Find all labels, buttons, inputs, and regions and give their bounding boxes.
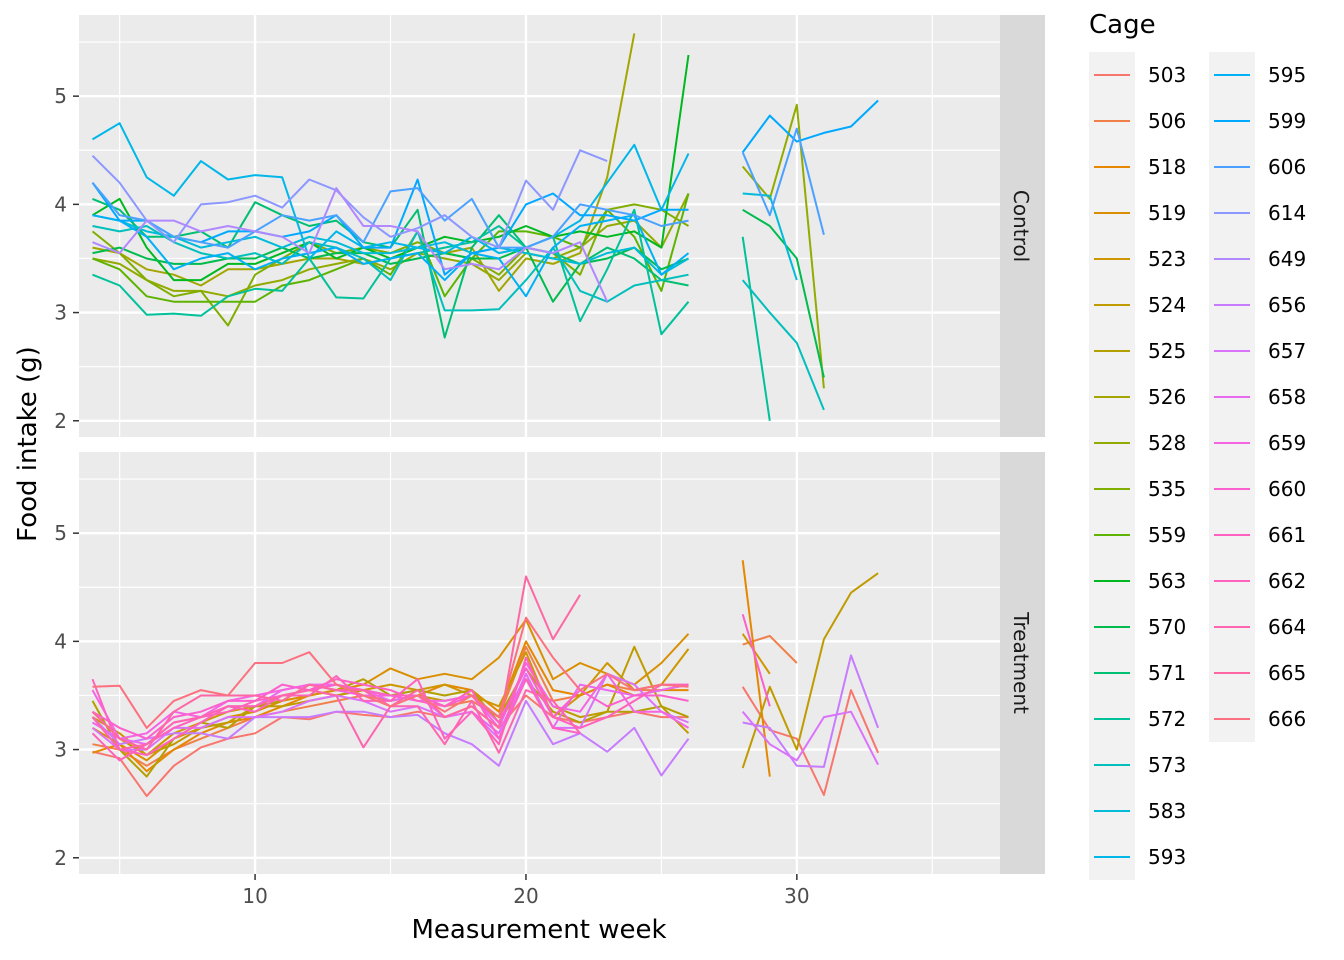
series-line-656 <box>91 699 690 777</box>
y-tick-label: 5 <box>54 521 67 545</box>
legend-label: 524 <box>1148 293 1186 317</box>
panel-background-control <box>79 15 1000 437</box>
facet-label-treatment: Treatment <box>1009 611 1033 714</box>
y-tick-label: 3 <box>54 738 67 762</box>
legend-label: 659 <box>1268 431 1306 455</box>
legend-label: 593 <box>1148 845 1186 869</box>
legend-label: 572 <box>1148 707 1186 731</box>
series-line-570 <box>742 208 825 378</box>
y-tick-label: 2 <box>54 846 67 870</box>
legend-label: 658 <box>1268 385 1306 409</box>
legend-label: 570 <box>1148 615 1186 639</box>
series-line-614 <box>91 149 608 249</box>
series-line-573 <box>92 225 689 312</box>
series-line-649 <box>92 187 609 303</box>
y-tick-label: 3 <box>54 301 67 325</box>
legend-label: 583 <box>1148 799 1186 823</box>
legend-label: 526 <box>1148 385 1186 409</box>
x-axis-title: Measurement week <box>411 915 666 945</box>
facet-strip-control <box>1000 15 1045 437</box>
y-tick-label: 2 <box>54 409 67 433</box>
y-tick-label: 4 <box>54 629 67 653</box>
legend-label: 657 <box>1268 339 1306 363</box>
legend-label: 660 <box>1268 477 1306 501</box>
facet-label-control: Control <box>1009 190 1033 262</box>
series-line-660 <box>91 667 689 740</box>
legend-label: 559 <box>1148 523 1186 547</box>
series-line-662 <box>91 656 689 762</box>
legend-label: 525 <box>1148 339 1186 363</box>
series-line-593 <box>91 122 690 260</box>
legend-label: 506 <box>1148 109 1186 133</box>
y-tick-label: 4 <box>54 192 67 216</box>
series-line-665 <box>91 575 581 751</box>
legend-label: 599 <box>1268 109 1306 133</box>
axes: 2 3 4 5 2 3 4 5 10 20 30 <box>54 84 809 908</box>
legend-label: 595 <box>1268 63 1306 87</box>
series-line-559 <box>92 193 690 303</box>
x-tick-label: 30 <box>784 884 809 908</box>
legend-label: 614 <box>1268 201 1306 225</box>
series-line-523 <box>741 633 771 675</box>
series-line-606 <box>741 127 825 235</box>
legend-label: 664 <box>1268 615 1306 639</box>
series-lines <box>91 33 880 798</box>
series-line-519 <box>91 618 690 762</box>
x-tick-label: 20 <box>513 884 538 908</box>
legend-label: 563 <box>1148 569 1186 593</box>
series-line-573 <box>741 279 825 411</box>
y-tick-label: 5 <box>54 84 67 108</box>
series-line-528 <box>92 193 690 298</box>
legend-label: 528 <box>1148 431 1186 455</box>
legend-label: 523 <box>1148 247 1186 271</box>
series-line-595 <box>92 214 690 298</box>
legend-label: 665 <box>1268 661 1306 685</box>
series-line-666 <box>92 616 689 729</box>
x-tick-label: 10 <box>242 884 267 908</box>
series-line-572 <box>741 236 771 421</box>
legend-label: 535 <box>1148 477 1186 501</box>
legend-label: 662 <box>1268 569 1306 593</box>
legend-label: 503 <box>1148 63 1186 87</box>
facet-strip-treatment <box>1000 452 1045 874</box>
legend-label: 518 <box>1148 155 1186 179</box>
series-line-661 <box>91 678 581 756</box>
legend-title: Cage <box>1089 10 1156 40</box>
legend-label: 661 <box>1268 523 1306 547</box>
legend-label: 519 <box>1148 201 1186 225</box>
series-line-599 <box>741 99 879 153</box>
series-line-518 <box>741 560 771 777</box>
y-axis-title: Food intake (g) <box>13 346 43 542</box>
panel-background-treatment <box>79 452 1000 874</box>
legend-label: 666 <box>1268 707 1306 731</box>
series-line-583 <box>742 192 798 281</box>
legend-label: 649 <box>1268 247 1306 271</box>
series-line-657 <box>741 710 879 766</box>
series-line-524 <box>741 572 879 769</box>
series-line-660 <box>741 614 771 707</box>
legend-label: 606 <box>1268 155 1306 179</box>
legend-label: 656 <box>1268 293 1306 317</box>
legend-label: 571 <box>1148 661 1186 685</box>
series-line-606 <box>91 182 689 249</box>
series-line-664 <box>91 689 581 754</box>
series-line-656 <box>742 654 880 768</box>
legend: 503 506 518 519 523 524 525 526 528 535 559 563 570 5… <box>1089 52 1306 880</box>
legend-label: 573 <box>1148 753 1186 777</box>
